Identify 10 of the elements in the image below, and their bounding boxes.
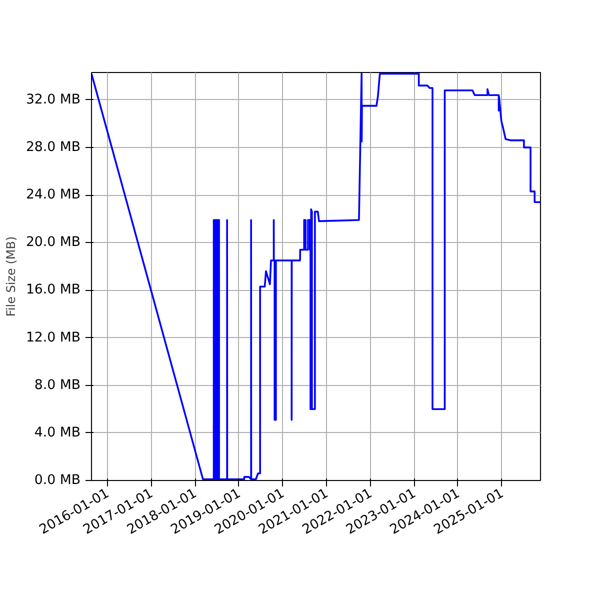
y-tick-label: 8.0 MB [34, 378, 80, 393]
y-tick-label: 12.0 MB [26, 330, 81, 346]
y-tick-label: 28.0 MB [26, 140, 81, 155]
y-tick-label: 32.0 MB [26, 92, 81, 108]
y-tick-label: 20.0 MB [26, 235, 81, 250]
y-tick-label: 4.0 MB [34, 425, 80, 440]
y-axis-title: File Size (MB) [4, 236, 18, 317]
y-tick-label: 16.0 MB [26, 282, 81, 298]
y-tick-label: 0.0 MB [34, 473, 80, 488]
y-tick-label: 24.0 MB [26, 188, 81, 203]
